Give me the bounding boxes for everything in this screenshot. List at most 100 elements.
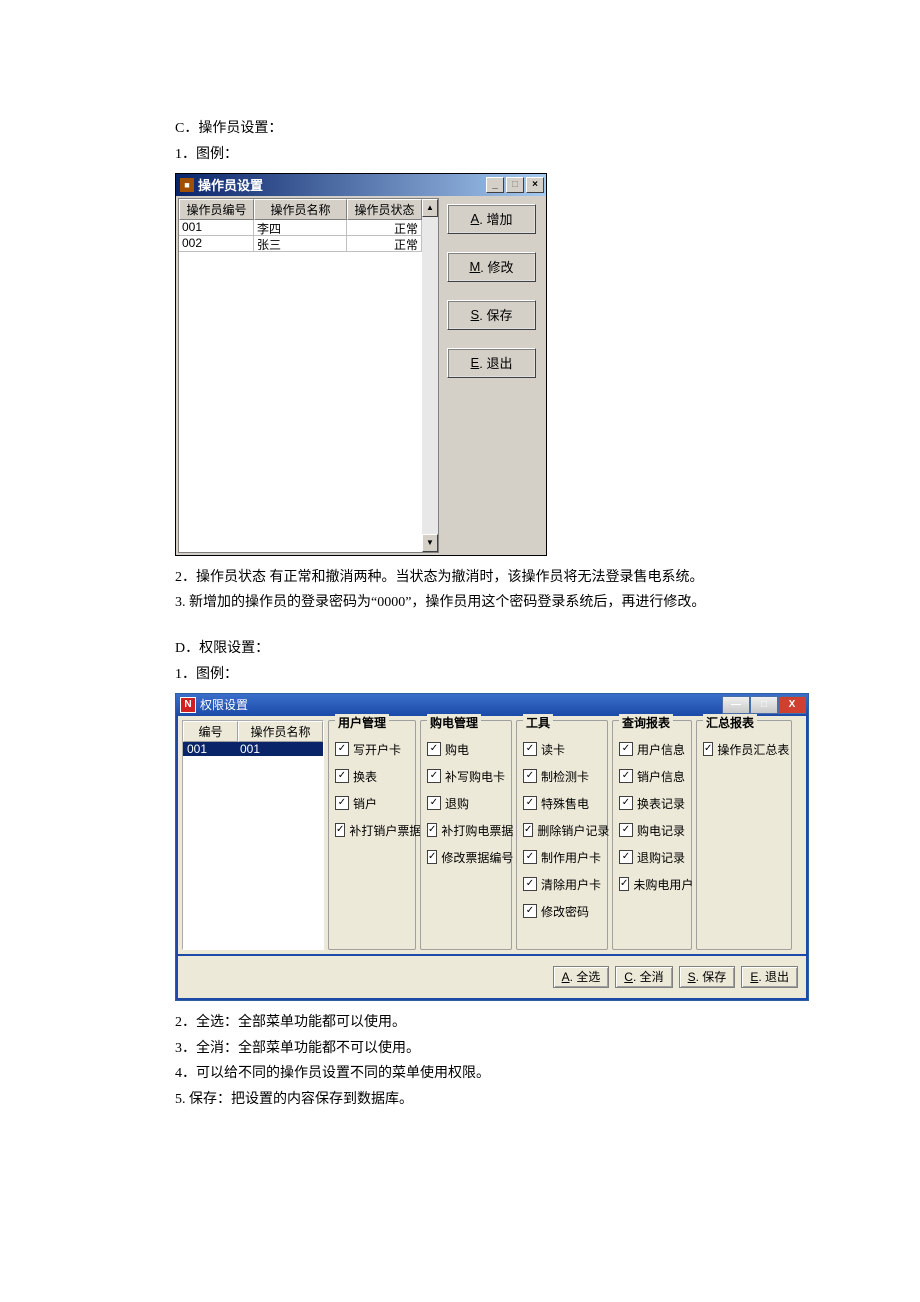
checkbox-icon: ✓: [523, 877, 537, 891]
perm-label: 购电: [445, 741, 469, 758]
select-all-button[interactable]: A. 全选: [553, 966, 610, 988]
perm-label: 特殊售电: [541, 795, 589, 812]
perm-label: 制作用户卡: [541, 849, 601, 866]
perm-group-title: 购电管理: [427, 714, 481, 731]
checkbox-icon: ✓: [335, 796, 349, 810]
app-icon: N: [180, 697, 196, 713]
table-row[interactable]: 002张三正常: [179, 236, 422, 252]
minimize-button[interactable]: —: [722, 696, 750, 714]
perm-label: 操作员汇总表: [717, 741, 789, 758]
perm-checkbox[interactable]: ✓换表记录: [619, 795, 685, 812]
checkbox-icon: ✓: [523, 796, 537, 810]
perm-label: 清除用户卡: [541, 876, 601, 893]
save-button[interactable]: S. 保存: [447, 300, 536, 330]
perm-group-query: 查询报表✓用户信息✓销户信息✓换表记录✓购电记录✓退购记录✓未购电用户: [612, 720, 692, 950]
perm-checkbox[interactable]: ✓ 特殊售电: [523, 795, 601, 812]
perm-label: 销户信息: [637, 768, 685, 785]
perm-label: 制检测卡: [541, 768, 589, 785]
perm-label: 修改密码: [541, 903, 589, 920]
win1-titlebar: ■ 操作员设置 _ □ ×: [176, 174, 546, 196]
perm-checkbox[interactable]: ✓销户信息: [619, 768, 685, 785]
perm-checkbox[interactable]: ✓写开户卡: [335, 741, 409, 758]
permission-settings-window: N 权限设置 — □ X 编号 操作员名称 001001 用户管理✓写开户卡✓换…: [175, 693, 809, 1001]
perm-checkbox[interactable]: ✓补打销户票据: [335, 822, 409, 839]
close-button[interactable]: ×: [526, 177, 544, 193]
perm-checkbox[interactable]: ✓修改票据编号: [427, 849, 505, 866]
perm-label: 销户: [353, 795, 377, 812]
col-header-status[interactable]: 操作员状态: [347, 199, 422, 220]
perm-checkbox[interactable]: ✓删除销户记录: [523, 822, 601, 839]
note-c-3: 3. 新增加的操作员的登录密码为“0000”，操作员用这个密码登录系统后，再进行…: [175, 591, 745, 615]
maximize-button[interactable]: □: [750, 696, 778, 714]
perm-group-tool: 工具✓读卡✓制检测卡✓特殊售电✓删除销户记录✓制作用户卡✓清除用户卡✓修改密码: [516, 720, 608, 950]
perm-label: 购电记录: [637, 822, 685, 839]
perm-checkbox[interactable]: ✓ 购电记录: [619, 822, 685, 839]
add-button[interactable]: A. 增加: [447, 204, 536, 234]
modify-button[interactable]: M. 修改: [447, 252, 536, 282]
checkbox-icon: ✓: [523, 850, 537, 864]
note-d-2: 2．全选：全部菜单功能都可以使用。: [175, 1011, 745, 1035]
checkbox-icon: ✓: [619, 850, 633, 864]
perm-group-title: 工具: [523, 714, 553, 731]
perm-label: 补打购电票据: [441, 822, 513, 839]
checkbox-icon: ✓: [427, 769, 441, 783]
section-d-legend: 1．图例：: [175, 663, 745, 687]
grid-blank-area: [179, 252, 422, 552]
perm-checkbox[interactable]: ✓读卡: [523, 741, 601, 758]
op-list-row[interactable]: 001001: [183, 742, 323, 756]
cell-status: 正常: [347, 220, 422, 236]
perm-checkbox[interactable]: ✓ 清除用户卡: [523, 876, 601, 893]
section-c-heading: C．操作员设置：: [175, 117, 745, 141]
perm-checkbox[interactable]: ✓ 销户: [335, 795, 409, 812]
checkbox-icon: ✓: [427, 823, 437, 837]
perm-label: 修改票据编号: [441, 849, 513, 866]
clear-all-button[interactable]: C. 全消: [615, 966, 672, 988]
checkbox-icon: ✓: [427, 742, 441, 756]
perm-checkbox[interactable]: ✓ 购电: [427, 741, 505, 758]
perm-label: 退购: [445, 795, 469, 812]
perm-checkbox[interactable]: ✓ 退购: [427, 795, 505, 812]
perm-label: 补写购电卡: [445, 768, 505, 785]
perm-checkbox[interactable]: ✓操作员汇总表: [703, 741, 785, 758]
grid-scrollbar[interactable]: ▲ ▼: [422, 199, 438, 552]
perm-group-title: 汇总报表: [703, 714, 757, 731]
close-button[interactable]: X: [778, 696, 806, 714]
checkbox-icon: ✓: [619, 823, 633, 837]
perm-checkbox[interactable]: ✓未购电用户: [619, 876, 685, 893]
perm-checkbox[interactable]: ✓ 制作用户卡: [523, 849, 601, 866]
perm-checkbox[interactable]: ✓ 退购记录: [619, 849, 685, 866]
op-list-blank: [183, 756, 323, 949]
win1-title: 操作员设置: [198, 175, 484, 194]
cell-id: 001: [179, 220, 254, 236]
checkbox-icon: ✓: [427, 850, 437, 864]
perm-checkbox[interactable]: ✓修改密码: [523, 903, 601, 920]
note-d-5: 5. 保存：把设置的内容保存到数据库。: [175, 1088, 745, 1112]
table-row[interactable]: 001李四正常: [179, 220, 422, 236]
op-col-id[interactable]: 编号: [183, 721, 238, 742]
scroll-down-icon[interactable]: ▼: [422, 534, 438, 552]
perm-checkbox[interactable]: ✓用户信息: [619, 741, 685, 758]
perm-checkbox[interactable]: ✓ 制检测卡: [523, 768, 601, 785]
minimize-button[interactable]: _: [486, 177, 504, 193]
note-d-3: 3．全消：全部菜单功能都不可以使用。: [175, 1037, 745, 1061]
perm-checkbox[interactable]: ✓补打购电票据: [427, 822, 505, 839]
checkbox-icon: ✓: [523, 769, 537, 783]
operator-grid: 操作员编号 操作员名称 操作员状态 001李四正常002张三正常 ▲ ▼: [178, 198, 439, 553]
op-col-name[interactable]: 操作员名称: [238, 721, 323, 742]
perm-checkbox[interactable]: ✓换表: [335, 768, 409, 785]
checkbox-icon: ✓: [427, 796, 441, 810]
maximize-button[interactable]: □: [506, 177, 524, 193]
save-button[interactable]: S. 保存: [679, 966, 736, 988]
note-c-2: 2．操作员状态 有正常和撤消两种。当状态为撤消时，该操作员将无法登录售电系统。: [175, 566, 745, 590]
exit-button[interactable]: E. 退出: [447, 348, 536, 378]
op-cell-name: 001: [236, 742, 323, 756]
perm-checkbox[interactable]: ✓ 补写购电卡: [427, 768, 505, 785]
col-header-name[interactable]: 操作员名称: [254, 199, 347, 220]
exit-button[interactable]: E. 退出: [741, 966, 798, 988]
perm-label: 退购记录: [637, 849, 685, 866]
col-header-id[interactable]: 操作员编号: [179, 199, 254, 220]
scroll-up-icon[interactable]: ▲: [422, 199, 438, 217]
cell-name: 张三: [254, 236, 347, 252]
perm-label: 读卡: [541, 741, 565, 758]
checkbox-icon: ✓: [619, 877, 629, 891]
